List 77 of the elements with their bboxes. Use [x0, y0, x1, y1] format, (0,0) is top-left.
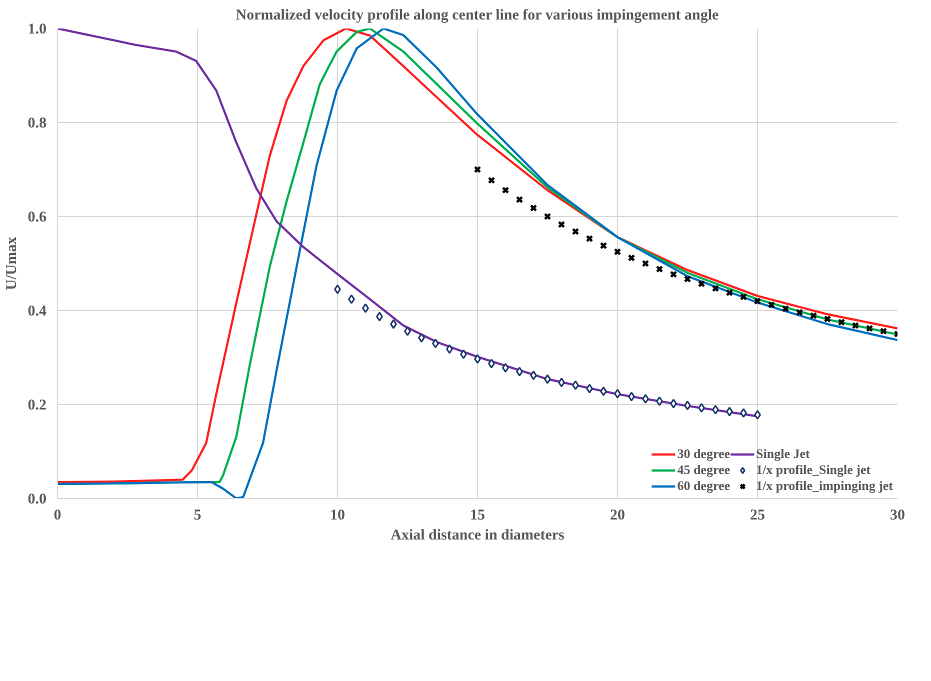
point	[586, 234, 594, 242]
point	[782, 304, 790, 312]
x-axis-title: Axial distance in diameters	[390, 528, 565, 544]
point	[684, 400, 691, 410]
point	[488, 358, 495, 368]
point	[866, 324, 874, 332]
point	[502, 186, 510, 194]
point	[796, 308, 804, 316]
legend-label: 60 degree	[677, 478, 730, 494]
y-tick-label: 1.0	[28, 22, 46, 38]
point	[656, 265, 664, 273]
point	[586, 384, 593, 394]
point	[432, 338, 439, 348]
point	[600, 386, 607, 396]
point	[502, 363, 509, 373]
point	[754, 410, 761, 420]
point	[474, 354, 481, 364]
point	[880, 327, 888, 335]
point	[614, 388, 621, 398]
point	[740, 293, 748, 301]
point	[642, 260, 650, 268]
point	[334, 284, 341, 294]
point	[628, 254, 636, 262]
point	[376, 312, 383, 322]
legend-label: 45 degree	[677, 462, 730, 478]
x-tick-label: 0	[54, 508, 62, 524]
y-tick-label: 0.0	[28, 492, 46, 508]
point	[838, 318, 846, 326]
point	[558, 378, 565, 388]
point	[544, 212, 552, 220]
point	[768, 301, 776, 309]
legend-label: 30 degree	[677, 446, 730, 462]
point	[362, 303, 369, 313]
x-tick-label: 10	[330, 508, 345, 524]
point	[740, 408, 747, 418]
point	[516, 196, 524, 204]
point	[754, 297, 762, 305]
y-tick-label: 0.4	[28, 304, 47, 320]
legend-label: 1/x profile_impinging jet	[756, 478, 893, 494]
point	[642, 394, 649, 404]
point	[698, 280, 706, 288]
point	[446, 344, 453, 354]
point	[712, 284, 720, 292]
x-tick-label: 30	[890, 508, 905, 524]
point	[530, 204, 538, 212]
point	[530, 370, 537, 380]
x-tick-label: 15	[470, 508, 485, 524]
x-tick-label: 25	[750, 508, 765, 524]
point	[670, 398, 677, 408]
point	[824, 315, 832, 323]
point	[670, 270, 678, 278]
point	[810, 312, 818, 320]
y-tick-label: 0.2	[28, 398, 46, 414]
point	[628, 392, 635, 402]
point	[852, 322, 860, 330]
point	[614, 248, 622, 256]
point	[684, 275, 692, 283]
point	[726, 406, 733, 416]
point	[544, 374, 551, 384]
x-tick-label: 5	[194, 508, 202, 524]
y-tick-label: 0.6	[28, 210, 47, 226]
y-axis-title: U/Umax	[4, 236, 20, 290]
legend-label: Single Jet	[756, 446, 810, 462]
y-tick-label: 0.8	[28, 116, 46, 132]
point	[516, 366, 523, 376]
point	[474, 166, 482, 174]
point	[726, 288, 734, 296]
point	[404, 326, 411, 336]
point	[572, 228, 580, 236]
point	[712, 404, 719, 414]
point	[600, 242, 608, 250]
x-tick-label: 20	[610, 508, 625, 524]
point	[390, 319, 397, 329]
chart-title: Normalized velocity profile along center line for various impingement angle	[236, 8, 719, 24]
legend-label: 1/x profile_Single jet	[756, 462, 871, 478]
point	[488, 176, 496, 184]
point	[558, 220, 566, 228]
